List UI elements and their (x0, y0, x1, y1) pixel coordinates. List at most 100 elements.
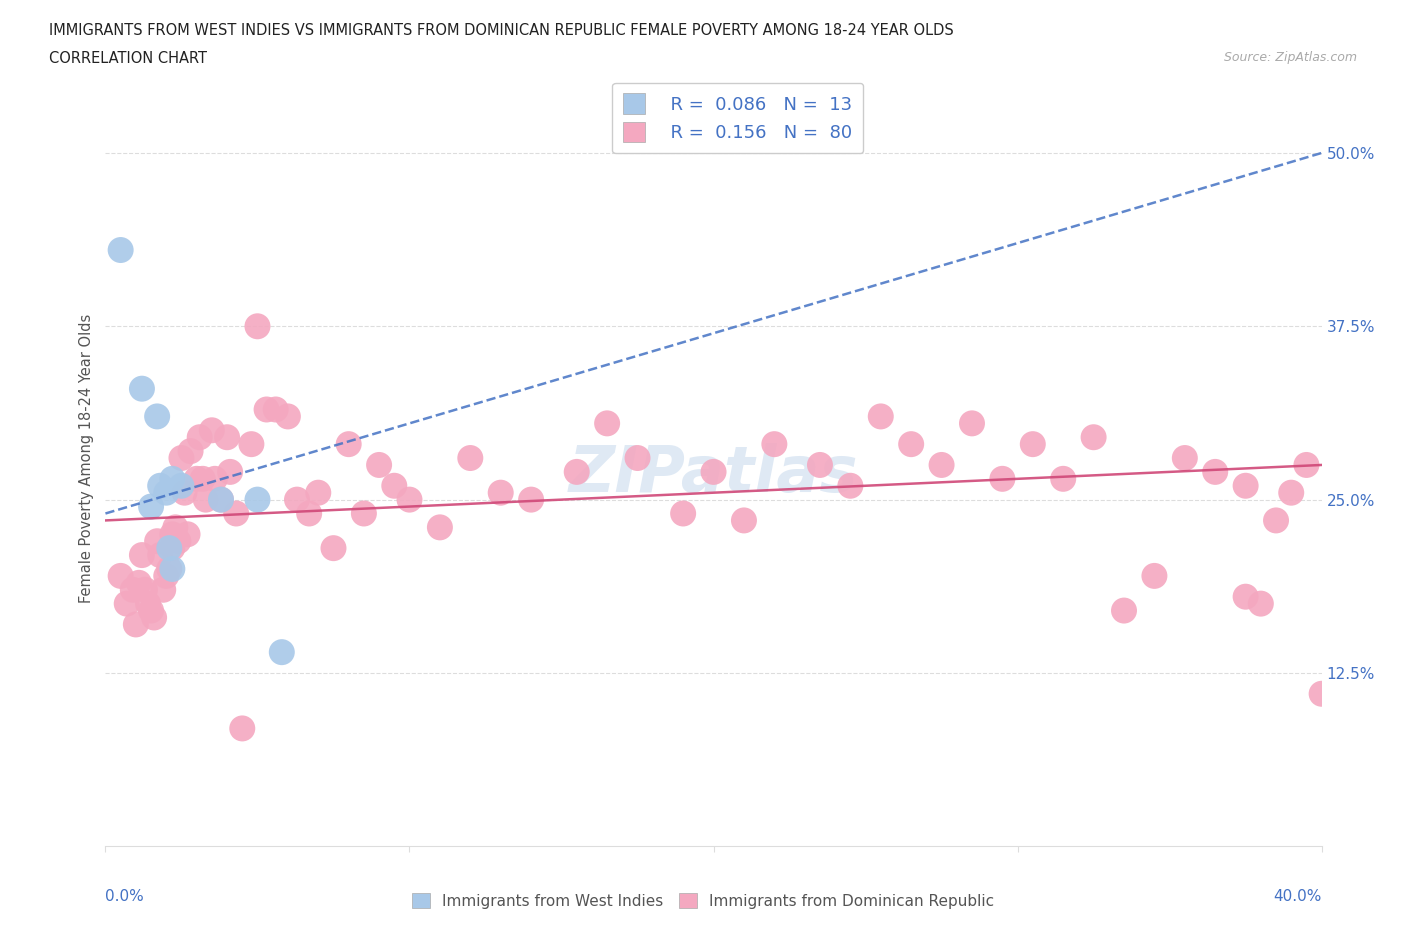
Point (209, 492, 232, 507)
Point (489, 485, 512, 500)
Point (128, 576, 150, 591)
Point (143, 610, 166, 625)
Point (155, 568, 177, 583)
Point (219, 464, 242, 479)
Point (240, 437, 263, 452)
Text: ZIPatlas: ZIPatlas (569, 443, 858, 505)
Point (149, 478, 172, 493)
Point (382, 478, 405, 493)
Legend:   R =  0.086   N =  13,   R =  0.156   N =  80: R = 0.086 N = 13, R = 0.156 N = 80 (613, 83, 863, 153)
Point (285, 492, 308, 507)
Point (146, 534, 169, 549)
Point (191, 472, 214, 486)
Point (165, 520, 187, 535)
Point (1022, 437, 1045, 452)
Point (565, 464, 588, 479)
Point (298, 506, 321, 521)
Text: Source: ZipAtlas.com: Source: ZipAtlas.com (1223, 51, 1357, 64)
Point (1234, 590, 1257, 604)
Point (931, 458, 953, 472)
Point (991, 472, 1014, 486)
Point (225, 506, 247, 521)
Point (869, 409, 891, 424)
Point (246, 319, 269, 334)
Point (217, 430, 239, 445)
Point (520, 492, 543, 507)
Point (162, 472, 184, 486)
Point (900, 437, 922, 452)
Point (201, 423, 224, 438)
Point (162, 540, 184, 555)
Point (1174, 451, 1197, 466)
Point (808, 458, 831, 472)
Point (131, 548, 153, 563)
Point (337, 437, 360, 452)
Point (194, 492, 217, 507)
Point (1295, 458, 1317, 472)
Point (146, 409, 169, 424)
Point (264, 402, 287, 417)
Point (1250, 596, 1272, 611)
Point (256, 402, 278, 417)
Point (277, 409, 299, 424)
Point (136, 596, 159, 611)
Point (307, 485, 329, 500)
Point (121, 582, 143, 597)
Point (204, 472, 226, 486)
Y-axis label: Female Poverty Among 18-24 Year Olds: Female Poverty Among 18-24 Year Olds (79, 313, 94, 603)
Point (960, 416, 983, 431)
Point (186, 472, 208, 486)
Point (157, 540, 180, 555)
Point (1279, 485, 1302, 500)
Point (209, 492, 232, 507)
Point (131, 381, 153, 396)
Point (139, 499, 162, 514)
Point (139, 604, 162, 618)
Point (1204, 464, 1226, 479)
Point (157, 562, 180, 577)
Point (429, 520, 451, 535)
Point (270, 644, 292, 659)
Point (1112, 604, 1135, 618)
Text: CORRELATION CHART: CORRELATION CHART (49, 51, 207, 66)
Point (134, 582, 156, 597)
Point (115, 596, 138, 611)
Point (152, 582, 174, 597)
Point (1234, 478, 1257, 493)
Point (162, 562, 184, 577)
Point (162, 527, 184, 542)
Point (188, 430, 211, 445)
Legend: Immigrants from West Indies, Immigrants from Dominican Republic: Immigrants from West Indies, Immigrants … (405, 886, 1001, 915)
Point (672, 506, 695, 521)
Text: 0.0%: 0.0% (105, 889, 145, 904)
Point (458, 451, 481, 466)
Point (167, 534, 190, 549)
Point (246, 492, 269, 507)
Point (322, 540, 344, 555)
Point (626, 451, 648, 466)
Point (110, 243, 132, 258)
Point (596, 416, 619, 431)
Point (702, 464, 725, 479)
Point (368, 458, 391, 472)
Point (1265, 513, 1288, 528)
Point (173, 485, 195, 500)
Point (170, 451, 193, 466)
Text: IMMIGRANTS FROM WEST INDIES VS IMMIGRANTS FROM DOMINICAN REPUBLIC FEMALE POVERTY: IMMIGRANTS FROM WEST INDIES VS IMMIGRANT… (49, 23, 953, 38)
Point (733, 513, 755, 528)
Point (839, 478, 862, 493)
Point (125, 617, 148, 631)
Point (110, 568, 132, 583)
Text: 40.0%: 40.0% (1274, 889, 1322, 904)
Point (1052, 472, 1074, 486)
Point (1310, 686, 1333, 701)
Point (155, 485, 177, 500)
Point (170, 478, 193, 493)
Point (149, 548, 172, 563)
Point (1143, 568, 1166, 583)
Point (398, 492, 420, 507)
Point (1083, 430, 1105, 445)
Point (231, 721, 253, 736)
Point (180, 444, 202, 458)
Point (763, 437, 786, 452)
